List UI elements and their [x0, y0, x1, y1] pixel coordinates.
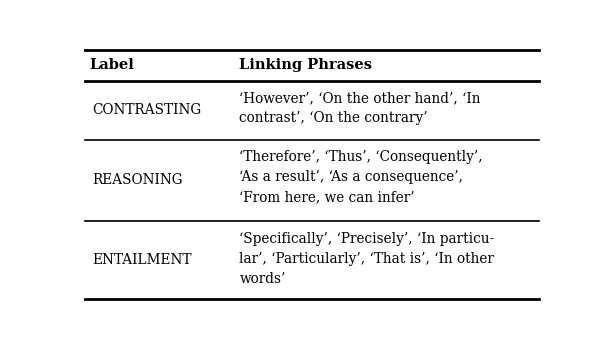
Text: ‘However’, ‘On the other hand’, ‘In
contrast’, ‘On the contrary’: ‘However’, ‘On the other hand’, ‘In cont…	[239, 91, 481, 125]
Text: ENTAILMENT: ENTAILMENT	[92, 253, 191, 267]
Text: ‘Specifically’, ‘Precisely’, ‘In particu-
lar’, ‘Particularly’, ‘That is’, ‘In o: ‘Specifically’, ‘Precisely’, ‘In particu…	[239, 232, 495, 286]
Text: Linking Phrases: Linking Phrases	[239, 58, 372, 72]
Text: Label: Label	[89, 58, 135, 72]
Text: ‘Therefore’, ‘Thus’, ‘Consequently’,
‘As a result’, ‘As a consequence’,
‘From he: ‘Therefore’, ‘Thus’, ‘Consequently’, ‘As…	[239, 150, 483, 204]
Text: REASONING: REASONING	[92, 173, 182, 188]
Text: CONTRASTING: CONTRASTING	[92, 103, 201, 117]
